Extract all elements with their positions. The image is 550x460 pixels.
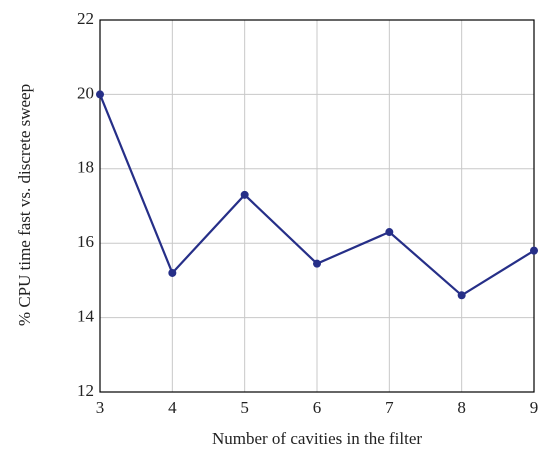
y-tick-label: 20 (77, 83, 94, 102)
plot-frame (99, 19, 535, 393)
data-point (457, 291, 466, 300)
x-tick-label: 7 (385, 398, 394, 417)
y-tick-label: 14 (77, 307, 95, 326)
data-point (530, 246, 538, 255)
x-tick-label: 6 (313, 398, 322, 417)
y-tick-label: 16 (77, 232, 94, 251)
data-point (385, 228, 394, 237)
data-point (313, 259, 321, 268)
y-tick-label: 22 (77, 9, 94, 28)
y-tick-label: 18 (77, 158, 94, 177)
data-point (240, 190, 249, 199)
y-axis-label: % CPU time fast vs. discrete sweep (15, 84, 34, 326)
x-tick-label: 9 (530, 398, 539, 417)
x-axis-label: Number of cavities in the filter (212, 429, 422, 448)
x-tick-label: 5 (240, 398, 249, 417)
x-tick-label: 8 (457, 398, 466, 417)
x-tick-label: 3 (96, 398, 105, 417)
y-tick-label: 12 (77, 381, 94, 400)
x-tick-label: 4 (168, 398, 177, 417)
data-point (168, 268, 177, 277)
data-point (96, 90, 104, 99)
